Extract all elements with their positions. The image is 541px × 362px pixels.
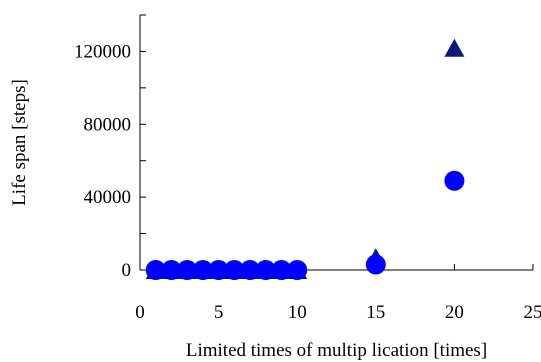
triangle-point — [444, 38, 465, 57]
x-axis-title: Limited times of multip lication [times] — [186, 340, 487, 361]
data-marks — [145, 38, 465, 280]
circle-point — [192, 260, 213, 280]
x-tick-label: 20 — [445, 302, 464, 323]
y-tick-label: 40000 — [84, 187, 132, 208]
circle-point — [161, 260, 182, 280]
y-tick-label: 120000 — [74, 41, 131, 62]
x-tick-label: 0 — [135, 302, 145, 323]
x-tick-label: 15 — [366, 302, 385, 323]
x-tick-label: 25 — [524, 302, 541, 323]
x-tick-label: 5 — [214, 302, 224, 323]
circle-point — [208, 260, 229, 280]
circle-point — [444, 170, 465, 191]
circle-point — [177, 260, 198, 280]
x-tick-label: 10 — [288, 302, 307, 323]
y-tick-label: 80000 — [84, 114, 132, 135]
circle-point — [145, 260, 166, 280]
circle-point — [240, 260, 261, 280]
circle-point — [224, 260, 245, 280]
circle-point — [287, 260, 308, 280]
y-axis-title: Life span [steps] — [9, 79, 30, 206]
circle-point — [255, 260, 276, 280]
circle-point — [271, 260, 292, 280]
y-tick-label: 0 — [122, 260, 132, 281]
axes: 0 5 10 15 20 25 0 40000 80000 120000 — [74, 14, 541, 323]
circle-point — [365, 254, 386, 275]
